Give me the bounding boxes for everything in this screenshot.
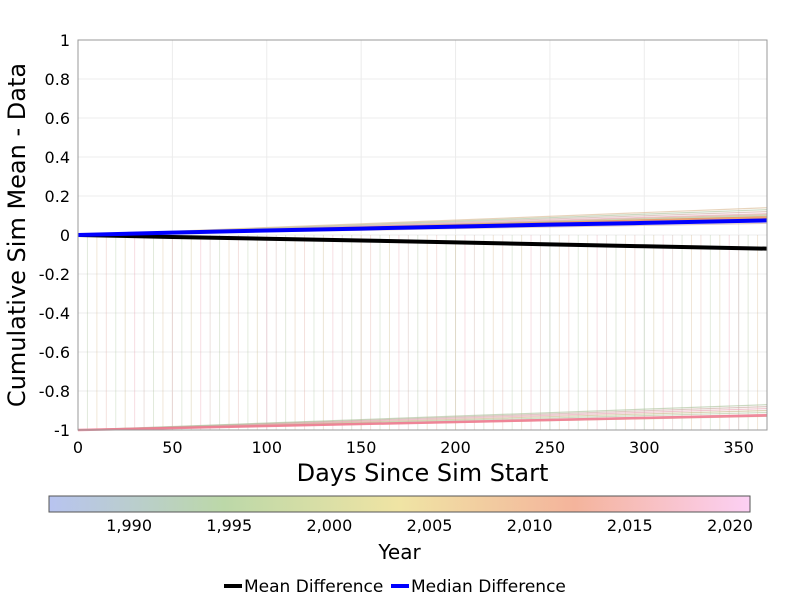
colorbar-tick-label: 2,005 — [407, 516, 453, 535]
y-tick-label: 0.4 — [45, 148, 70, 167]
y-tick-labels: 1 0.8 0.6 0.4 0.2 0 -0.2 -0.4 -0.6 -0.8 -1 — [39, 31, 70, 440]
y-tick-label: 1 — [60, 31, 70, 50]
x-tick-label: 0 — [73, 438, 83, 457]
x-tick-label: 200 — [440, 438, 471, 457]
y-tick-label: -0.4 — [39, 304, 70, 323]
y-tick-label: -0.6 — [39, 343, 70, 362]
legend-entry-label: Mean Difference — [244, 577, 383, 597]
x-tick-label: 50 — [162, 438, 182, 457]
colorbar-tick-label: 2,010 — [507, 516, 553, 535]
x-tick-label: 350 — [723, 438, 754, 457]
colorbar — [48, 495, 751, 513]
y-tick-label: 0.2 — [45, 187, 70, 206]
ensemble-line-lower — [77, 404, 768, 431]
x-tick-label: 300 — [629, 438, 660, 457]
series-line-mean-difference — [77, 233, 768, 251]
y-tick-label: -1 — [54, 421, 70, 440]
y-axis-title: Cumulative Sim Mean - Data — [3, 63, 31, 407]
colorbar-tick-label: 1,990 — [106, 516, 152, 535]
x-tick-labels: 0 50 100 150 200 250 300 350 — [73, 438, 754, 457]
colorbar-tick-label: 2,020 — [707, 516, 753, 535]
y-tick-label: 0.6 — [45, 109, 70, 128]
y-tick-label: 0.8 — [45, 70, 70, 89]
colorbar-tick-label: 2,015 — [607, 516, 653, 535]
x-tick-label: 100 — [251, 438, 282, 457]
colorbar-title: Year — [377, 540, 421, 564]
grid — [77, 39, 767, 431]
y-tick-label: -0.8 — [39, 382, 70, 401]
legend: Mean Difference Median Difference — [224, 577, 566, 597]
x-tick-label: 150 — [346, 438, 377, 457]
series-lines — [77, 218, 768, 251]
plot-frame — [77, 39, 768, 431]
y-tick-label: -0.2 — [39, 265, 70, 284]
y-tick-label: 0 — [60, 226, 70, 245]
x-axis-title: Days Since Sim Start — [297, 459, 549, 487]
colorbar-tick-labels: 1,990 1,995 2,000 2,005 2,010 2,015 2,020 — [106, 516, 753, 535]
colorbar-tick-label: 2,000 — [306, 516, 352, 535]
x-tick-label: 250 — [535, 438, 566, 457]
colorbar-tick-label: 1,995 — [206, 516, 252, 535]
series-line-median-difference — [77, 218, 768, 237]
legend-entry-label: Median Difference — [411, 577, 566, 597]
ensemble-line-lower-highlight — [77, 414, 768, 432]
